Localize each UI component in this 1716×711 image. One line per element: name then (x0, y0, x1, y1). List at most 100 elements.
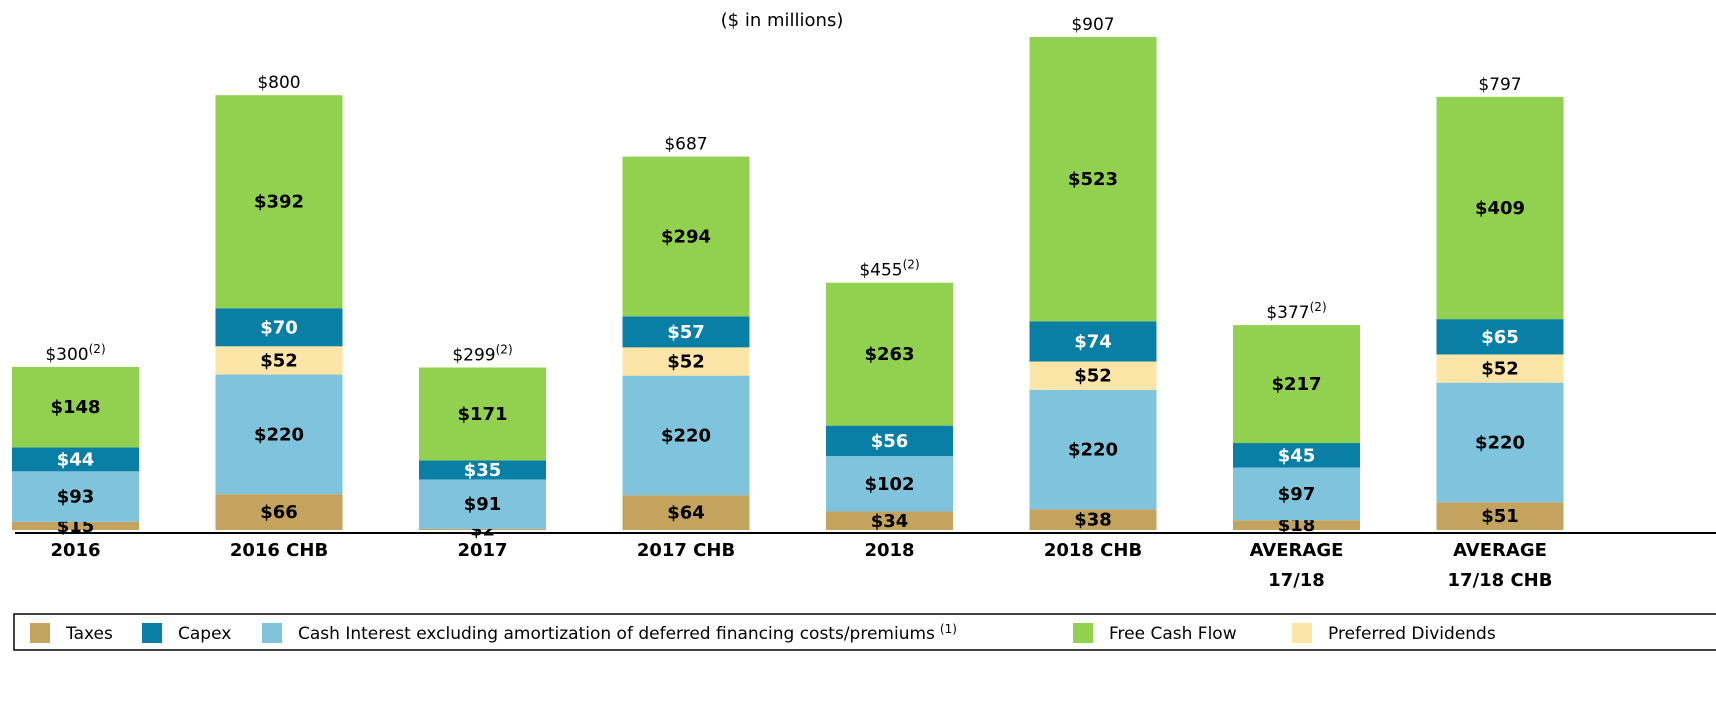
total-label: $687 (664, 135, 707, 155)
bar-segment (12, 447, 139, 472)
bar-segment (215, 374, 343, 495)
bar-segment (215, 494, 343, 530)
bar-segment (622, 156, 750, 317)
bar-segment (826, 425, 953, 457)
data-label: $65 (1481, 327, 1519, 348)
x-tick-label: 2018 CHB (1043, 540, 1143, 561)
data-label: $52 (1481, 359, 1519, 380)
legend-swatch (30, 623, 50, 643)
x-tick-label: 2017 (457, 540, 508, 561)
bar-segment (419, 460, 546, 480)
x-tick-label: 2016 (50, 540, 101, 561)
total-note: (2) (496, 342, 513, 356)
bar-segment (1029, 37, 1157, 322)
data-label: $97 (1278, 484, 1316, 505)
total-label-text: $800 (257, 73, 300, 93)
total-label-text: $455 (859, 261, 902, 281)
bar-segment (215, 308, 343, 347)
legend-label: Taxes (65, 624, 113, 644)
bar-segment (622, 316, 750, 348)
total-label-text: $907 (1071, 15, 1114, 35)
legend-swatch (1073, 623, 1093, 643)
data-label: $220 (254, 424, 304, 445)
bar-segment (1233, 325, 1360, 444)
bar-segment (826, 511, 953, 530)
data-label: $217 (1271, 374, 1321, 395)
bar-segment (622, 495, 750, 530)
data-label: $70 (260, 317, 298, 338)
bar-segment (1436, 96, 1564, 320)
total-label: $455(2) (859, 257, 919, 281)
legend-note: (1) (940, 622, 957, 636)
data-label: $38 (1074, 510, 1112, 531)
total-label: $377(2) (1266, 300, 1326, 324)
data-label: $44 (57, 449, 95, 470)
total-label: $300(2) (45, 341, 105, 365)
total-label: $800 (257, 73, 300, 93)
bar-segment (1029, 509, 1157, 530)
data-label: $64 (667, 503, 705, 524)
total-label: $299(2) (452, 342, 512, 366)
total-note: (2) (903, 257, 920, 271)
bar-segment (12, 366, 139, 448)
legend-label: Free Cash Flow (1109, 624, 1237, 644)
data-label: $52 (260, 350, 298, 371)
total-note: (2) (89, 341, 106, 355)
bar-segment (12, 471, 139, 522)
data-label: $102 (864, 474, 914, 495)
total-label-text: $687 (664, 135, 707, 155)
data-label: $51 (1481, 506, 1519, 527)
data-label: $294 (661, 227, 711, 248)
bar-segment (1436, 502, 1564, 530)
total-label-text: $377 (1266, 303, 1309, 323)
data-label: $52 (667, 352, 705, 373)
bar-segment (215, 346, 343, 375)
legend-swatch (142, 623, 162, 643)
total-label: $797 (1478, 75, 1521, 95)
data-label: $57 (667, 322, 705, 343)
data-label: $91 (464, 494, 502, 515)
data-label: $392 (254, 192, 304, 213)
data-label: $220 (1068, 440, 1118, 461)
bar-segment (622, 375, 750, 496)
data-label: $35 (464, 460, 502, 481)
legend-box (13, 613, 1716, 651)
legend-text: Taxes (65, 624, 113, 644)
bar-segment (215, 95, 343, 309)
data-label: $220 (661, 425, 711, 446)
bar-segment (826, 282, 953, 426)
bar-segment (1436, 354, 1564, 383)
data-label: $263 (864, 344, 914, 365)
bar-segment (1029, 389, 1157, 510)
data-label: $523 (1068, 169, 1118, 190)
data-label: $93 (57, 487, 95, 508)
data-label: $220 (1475, 432, 1525, 453)
legend-text: Cash Interest excluding amortization of … (298, 624, 935, 644)
legend-label: Capex (178, 624, 231, 644)
bar-segment (622, 347, 750, 376)
data-label: $409 (1475, 198, 1525, 219)
legend-text: Free Cash Flow (1109, 624, 1237, 644)
bar-segment (419, 367, 546, 461)
legend-text: Capex (178, 624, 231, 644)
data-label: $52 (1074, 366, 1112, 387)
total-label: $907 (1071, 15, 1114, 35)
total-label-text: $299 (452, 345, 495, 365)
x-tick-label: 2018 (864, 540, 915, 561)
bar-segment (419, 528, 546, 530)
x-tick-label: 2017 CHB (636, 540, 736, 561)
total-label-text: $797 (1478, 75, 1521, 95)
legend-text: Preferred Dividends (1328, 624, 1496, 644)
data-label: $56 (871, 431, 909, 452)
bar-segment (1233, 443, 1360, 468)
data-label: $148 (50, 397, 100, 418)
bar-segment (12, 521, 139, 530)
data-label: $45 (1278, 445, 1316, 466)
x-tick-label: 2016 CHB (229, 540, 329, 561)
bar-segment (1233, 520, 1360, 530)
bar-segment (1029, 361, 1157, 390)
x-tick-label: AVERAGE 17/18 (1249, 540, 1344, 591)
bar-segment (1436, 319, 1564, 355)
